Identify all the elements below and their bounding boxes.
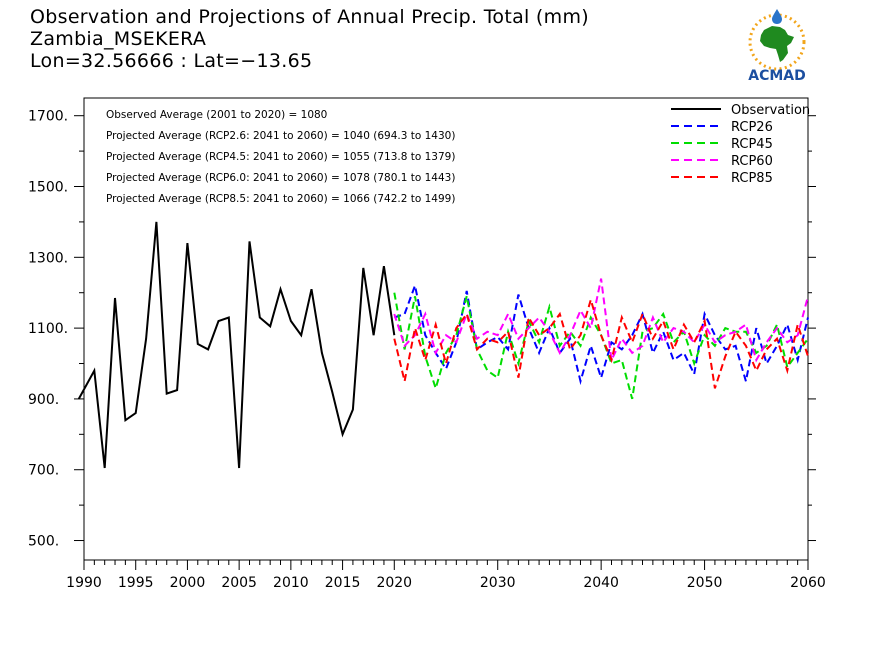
series-layer bbox=[77, 221, 809, 469]
chart-title: Observation and Projections of Annual Pr… bbox=[30, 6, 589, 28]
x-axis: 1990 1995 2000 2005 2010 2015 2020 2030 2040 2050… bbox=[66, 560, 826, 591]
legend-label-rcp45: RCP45 bbox=[731, 137, 773, 152]
x-tick-label: 2040 bbox=[583, 575, 619, 591]
y-tick-label: 900. bbox=[28, 392, 59, 408]
x-tick-label: 2005 bbox=[221, 575, 257, 591]
y-tick-label: 500. bbox=[28, 534, 59, 550]
chart-header: Observation and Projections of Annual Pr… bbox=[30, 6, 589, 72]
stat-line: Projected Average (RCP6.0: 2041 to 2060)… bbox=[106, 172, 455, 184]
legend-label-observation: Observation bbox=[731, 103, 810, 118]
series-line-rcp60 bbox=[393, 278, 809, 364]
x-tick-label: 2020 bbox=[376, 575, 412, 591]
y-axis: 500. 700. 900. 1100. 1300. 1500. 1700. bbox=[28, 109, 816, 550]
series-line-observation bbox=[77, 221, 396, 469]
acmad-logo: ACMAD bbox=[748, 9, 806, 84]
legend: Observation RCP26 RCP45 RCP60 RCP85 bbox=[671, 103, 810, 186]
legend-label-rcp60: RCP60 bbox=[731, 154, 773, 169]
series-line-rcp26 bbox=[393, 281, 809, 386]
stat-line: Projected Average (RCP2.6: 2041 to 2060)… bbox=[106, 130, 455, 142]
y-tick-label: 1300. bbox=[28, 250, 68, 266]
station-coordinates: Lon=32.56666 : Lat=−13.65 bbox=[30, 50, 313, 72]
x-tick-label: 1995 bbox=[118, 575, 154, 591]
logo-text: ACMAD bbox=[748, 68, 806, 84]
x-tick-label: 2050 bbox=[687, 575, 723, 591]
stat-line: Projected Average (RCP4.5: 2041 to 2060)… bbox=[106, 151, 455, 163]
x-tick-label: 2010 bbox=[273, 575, 309, 591]
plot-frame bbox=[83, 97, 809, 561]
stats-block: Observed Average (2001 to 2020) = 1080 Pr… bbox=[106, 109, 455, 205]
x-tick-label: 1990 bbox=[66, 575, 102, 591]
stat-line: Projected Average (RCP8.5: 2041 to 2060)… bbox=[106, 193, 455, 205]
y-tick-label: 700. bbox=[28, 463, 59, 479]
series-line-rcp85 bbox=[393, 296, 809, 389]
legend-label-rcp85: RCP85 bbox=[731, 171, 773, 186]
y-tick-label: 1500. bbox=[28, 180, 68, 196]
x-tick-label: 2015 bbox=[325, 575, 361, 591]
x-tick-label: 2030 bbox=[480, 575, 516, 591]
station-name: Zambia_MSEKERA bbox=[30, 28, 207, 50]
y-tick-label: 1700. bbox=[28, 109, 68, 125]
logo-africa-icon bbox=[760, 26, 794, 62]
x-tick-label: 2000 bbox=[170, 575, 206, 591]
x-tick-label: 2060 bbox=[790, 575, 826, 591]
logo-sun-rays-icon bbox=[748, 13, 806, 71]
logo-raindrop-icon bbox=[772, 9, 782, 24]
stat-line: Observed Average (2001 to 2020) = 1080 bbox=[106, 109, 327, 121]
legend-label-rcp26: RCP26 bbox=[731, 120, 773, 135]
y-tick-label: 1100. bbox=[28, 321, 68, 337]
